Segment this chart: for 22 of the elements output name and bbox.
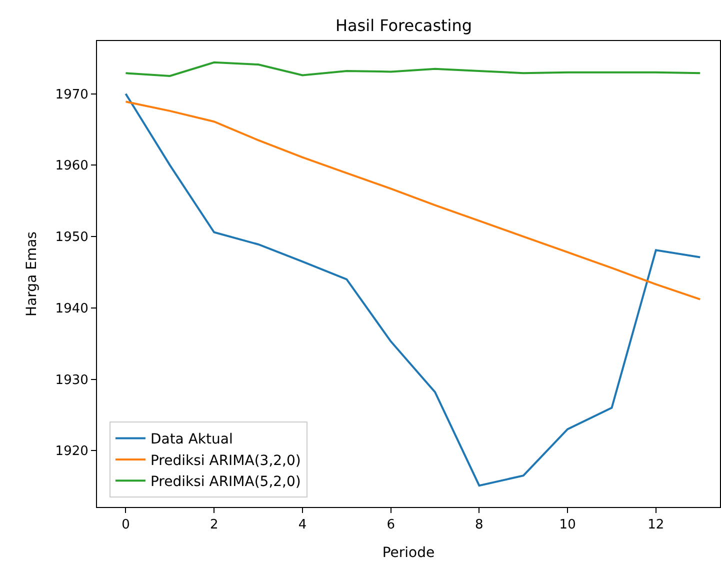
line-series	[124, 92, 702, 487]
line-series	[124, 100, 702, 300]
legend-label: Prediksi ARIMA(5,2,0)	[150, 474, 301, 490]
x-tick-label: 2	[210, 518, 218, 533]
y-tick-label: 1960	[55, 158, 88, 174]
x-tick-label: 6	[386, 518, 395, 533]
y-tick-label: 1970	[55, 87, 88, 102]
chart-title: Hasil Forecasting	[335, 16, 472, 36]
x-tick-label: 10	[559, 518, 576, 533]
x-tick-label: 12	[648, 518, 664, 533]
y-tick-label: 1950	[55, 230, 88, 246]
y-tick-label: 1940	[55, 301, 88, 316]
y-tick-label: 1930	[55, 372, 88, 388]
x-axis-title: Periode	[382, 544, 435, 561]
legend-label: Data Aktual	[150, 432, 233, 448]
line-series	[124, 61, 702, 77]
y-axis-title: Harga Emas	[24, 232, 40, 316]
x-tick-label: 8	[475, 518, 484, 533]
legend-label: Prediksi ARIMA(3,2,0)	[150, 452, 301, 469]
y-tick-label: 1920	[55, 444, 88, 460]
x-tick-label: 0	[122, 518, 130, 533]
x-tick-label: 4	[298, 518, 307, 533]
